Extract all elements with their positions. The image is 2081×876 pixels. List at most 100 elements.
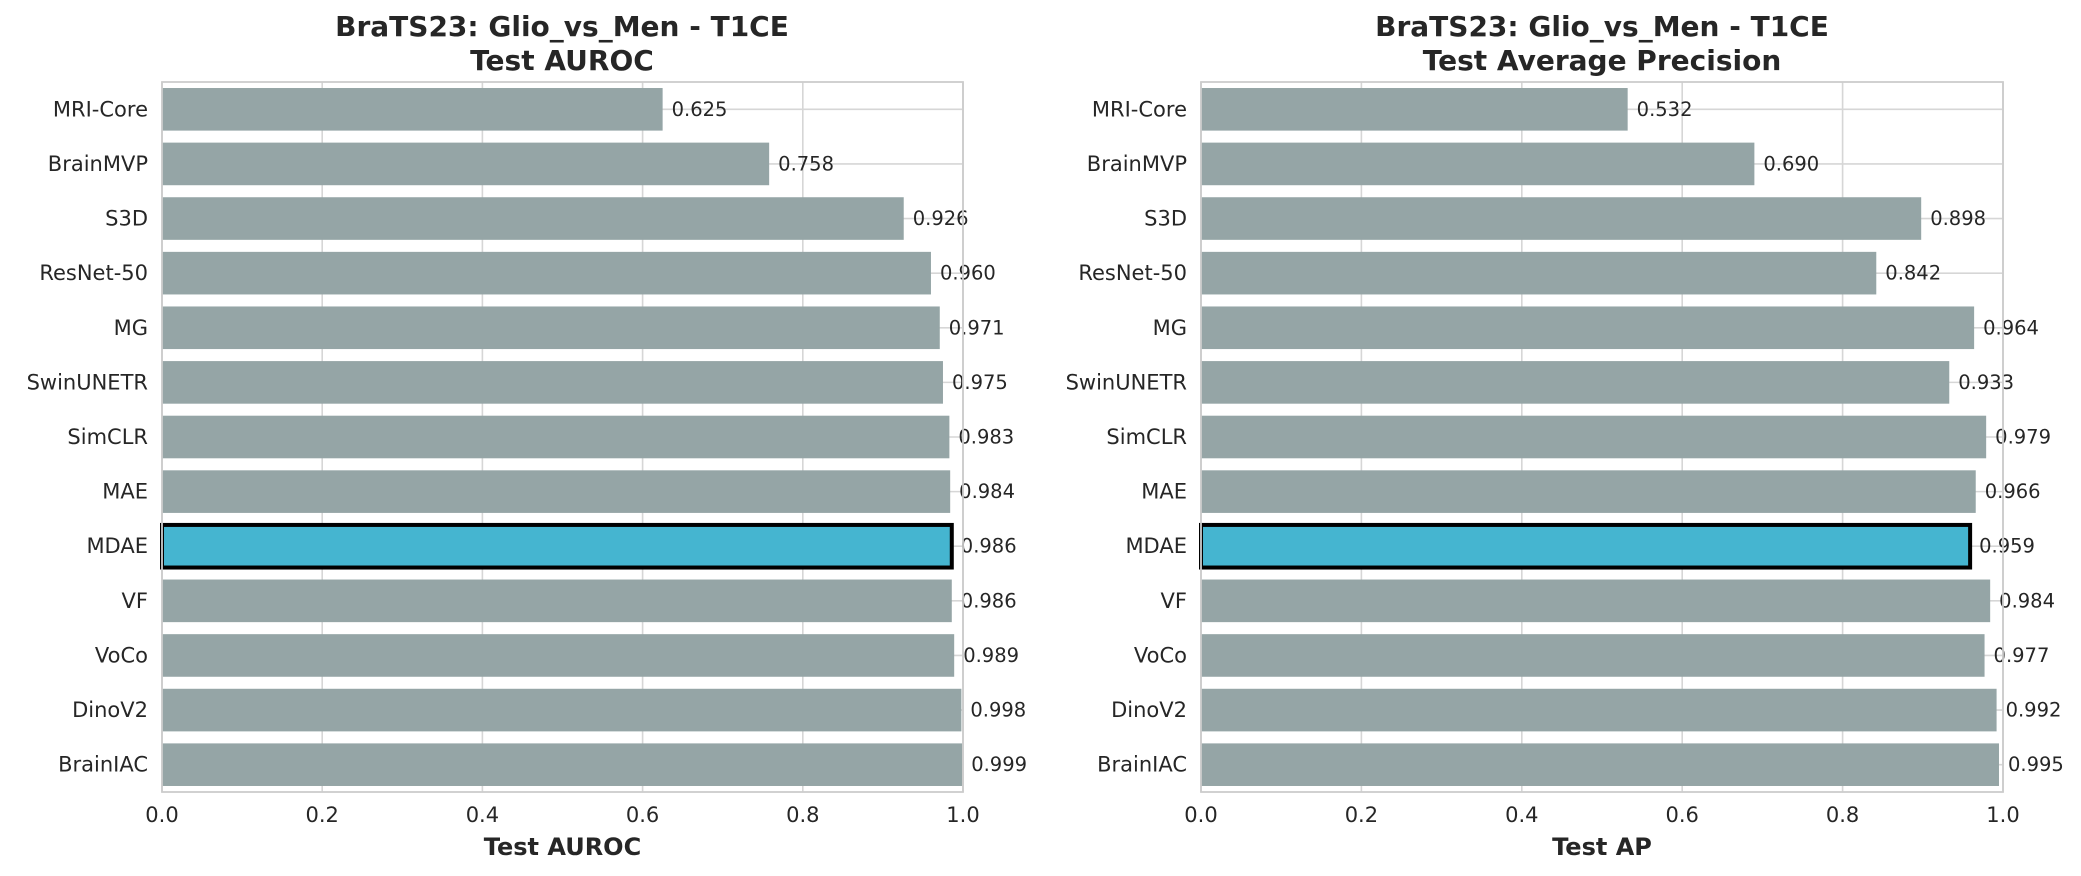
chart-1-data-label: 0.758	[778, 152, 834, 175]
chart-2-x-tick-label: 0.6	[1665, 803, 1698, 827]
chart-1-data-label: 0.986	[961, 535, 1017, 558]
chart-2-category-label: MRI-Core	[1092, 97, 1187, 121]
chart-2-x-tick-label: 0.8	[1826, 803, 1859, 827]
chart-2-category-label: MG	[1153, 316, 1187, 340]
chart-2-bar-mae	[1201, 470, 1976, 513]
chart-2-data-label: 0.933	[1958, 371, 2014, 394]
chart-1-x-tick-label: 0.2	[305, 803, 338, 827]
chart-2-category-label: DinoV2	[1111, 698, 1187, 722]
chart-1-category-label: MDAE	[86, 534, 148, 558]
chart-1-bar-simclr	[162, 415, 950, 459]
chart-2-subtitle: Test Average Precision	[1423, 44, 1782, 77]
chart-2-frame	[1200, 81, 2004, 793]
chart-1-category-label: S3D	[105, 207, 148, 231]
chart-1-data-label: 0.989	[963, 644, 1019, 667]
chart-2-category-label: ResNet-50	[1078, 261, 1187, 285]
chart-2-bar-dinov2	[1201, 688, 1997, 732]
chart-1-data-label: 0.998	[970, 699, 1026, 722]
chart-1-data-label: 0.625	[672, 98, 728, 121]
chart-1-x-tick-label: 0.0	[145, 803, 178, 827]
chart-2-data-label: 0.992	[2006, 699, 2062, 722]
chart-1-data-label: 0.960	[940, 262, 996, 285]
chart-2-title: BraTS23: Glio_vs_Men - T1CE	[1375, 10, 1829, 43]
chart-2-category-label: MDAE	[1125, 534, 1187, 558]
chart-1-bar-resnet-50	[162, 251, 931, 295]
chart-2-bar-mdae	[1199, 522, 1973, 570]
chart-2-x-axis-label: Test AP	[1552, 833, 1652, 861]
chart-1-category-label: MRI-Core	[53, 97, 148, 121]
chart-2-data-label: 0.898	[1930, 207, 1986, 230]
chart-1-category-label: MG	[114, 316, 148, 340]
chart-2-bar-voco	[1201, 634, 1985, 677]
chart-1-bar-mae	[162, 470, 951, 513]
chart-1-x-tick-label: 0.6	[626, 803, 659, 827]
chart-2-category-label: SwinUNETR	[1066, 370, 1187, 394]
chart-1-category-label: VoCo	[95, 643, 148, 667]
chart-2-bar-s3d	[1201, 197, 1922, 240]
chart-2-category-label: VoCo	[1134, 643, 1187, 667]
chart-2-bar-brainiac	[1201, 743, 1999, 786]
chart-1-bar-swinunetr	[162, 361, 943, 404]
chart-2-category-label: SimCLR	[1106, 425, 1187, 449]
chart-1-bar-voco	[162, 634, 955, 677]
chart-2: 0.532 MRI-Core 0.690 BrainMVP 0.898 S3D 0.842 R…	[1066, 10, 2064, 861]
chart-2-data-label: 0.979	[1995, 426, 2051, 449]
chart-1-category-label: BrainMVP	[48, 152, 148, 176]
chart-1-category-label: MAE	[102, 480, 148, 504]
chart-2-bar-vf	[1201, 579, 1991, 623]
chart-1-x-tick-label: 0.4	[466, 803, 499, 827]
chart-2-bar-swinunetr	[1201, 361, 1950, 404]
chart-2-bar-mg	[1201, 306, 1975, 350]
chart-1-bar-mri-core	[162, 88, 663, 131]
chart-1-x-tick-label: 1.0	[946, 803, 979, 827]
chart-2-data-label: 0.995	[2008, 753, 2064, 776]
chart-1-bar-brainmvp	[162, 142, 770, 186]
chart-2-category-label: S3D	[1144, 207, 1187, 231]
chart-2-category-label: BrainIAC	[1097, 753, 1187, 777]
chart-2-bar-mri-core	[1201, 88, 1628, 131]
chart-1-category-label: DinoV2	[72, 698, 148, 722]
chart-1-subtitle: Test AUROC	[470, 44, 654, 77]
chart-2-bar-simclr	[1201, 415, 1987, 459]
chart-2-category-label: MAE	[1141, 480, 1187, 504]
chart-1-category-label: SwinUNETR	[27, 370, 148, 394]
chart-2-x-tick-label: 0.0	[1184, 803, 1217, 827]
chart-1-category-label: ResNet-50	[39, 261, 148, 285]
chart-1-data-label: 0.971	[949, 316, 1005, 339]
chart-1-frame	[161, 81, 964, 793]
chart-2-data-label: 0.690	[1763, 152, 1819, 175]
chart-1-x-axis-label: Test AUROC	[484, 833, 641, 861]
chart-2-bar-brainmvp	[1201, 142, 1755, 186]
chart-2-data-label: 0.966	[1985, 480, 2041, 503]
chart-2-category-label: VF	[1161, 589, 1187, 613]
chart-1-data-label: 0.986	[961, 589, 1017, 612]
chart-2-x-tick-label: 1.0	[1986, 803, 2019, 827]
chart-2-data-label: 0.984	[1999, 589, 2055, 612]
chart-1-data-label: 0.975	[952, 371, 1008, 394]
chart-1-x-tick-label: 0.8	[786, 803, 819, 827]
chart-1-bar-mg	[162, 306, 940, 350]
chart-1-bar-mdae	[160, 522, 954, 570]
chart-1-category-label: BrainIAC	[58, 753, 148, 777]
chart-2-data-label: 0.842	[1885, 262, 1941, 285]
chart-1-bar-s3d	[162, 197, 904, 240]
chart-1: 0.625 MRI-Core 0.758 BrainMVP 0.926 S3D 0.960 R…	[27, 10, 1027, 861]
chart-1-title: BraTS23: Glio_vs_Men - T1CE	[335, 10, 789, 43]
chart-1-bar-dinov2	[162, 688, 962, 732]
chart-1-bar-brainiac	[162, 743, 963, 786]
chart-2-data-label: 0.964	[1983, 316, 2039, 339]
chart-2-category-label: BrainMVP	[1087, 152, 1187, 176]
chart-1-data-label: 0.926	[913, 207, 969, 230]
chart-1-data-label: 0.999	[971, 753, 1027, 776]
chart-1-data-label: 0.983	[958, 426, 1014, 449]
chart-2-x-tick-label: 0.2	[1345, 803, 1378, 827]
chart-1-data-label: 0.984	[959, 480, 1015, 503]
chart-2-data-label: 0.959	[1979, 535, 2035, 558]
chart-2-x-tick-label: 0.4	[1505, 803, 1538, 827]
chart-1-bar-vf	[162, 579, 952, 623]
chart-1-category-label: VF	[122, 589, 148, 613]
chart-2-bar-resnet-50	[1201, 251, 1877, 295]
chart-1-category-label: SimCLR	[67, 425, 148, 449]
